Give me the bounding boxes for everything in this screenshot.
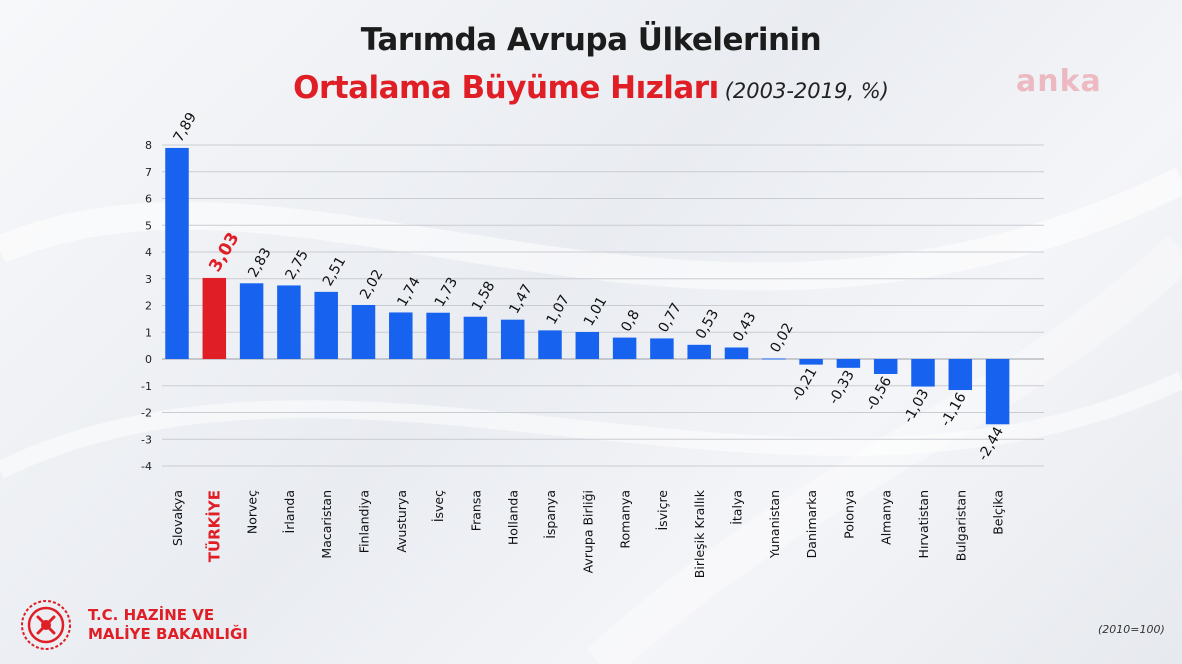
ministry-name: T.C. HAZİNE VE MALİYE BAKANLIĞI <box>88 606 248 644</box>
x-tick-label: İsveç <box>431 490 446 522</box>
x-tick-label: Avusturya <box>394 490 409 553</box>
bar <box>575 331 600 359</box>
data-label: -1,03 <box>900 387 932 426</box>
data-label: -0,56 <box>863 374 895 413</box>
y-tick-label: 7 <box>145 166 152 179</box>
y-tick-label: 8 <box>145 139 152 152</box>
y-tick-label: 0 <box>145 353 152 366</box>
y-axis-ticks: 8 7 6 5 4 3 2 1 0 -1 -2 -3 -4 <box>141 139 152 473</box>
bar <box>799 359 823 365</box>
x-tick-label: Norveç <box>245 490 260 534</box>
chart-title-line2: Ortalama Büyüme Hızları (2003-2019, %) <box>0 70 1182 106</box>
data-label: 1,58 <box>469 279 498 314</box>
bar <box>948 359 973 391</box>
x-tick-label: Avrupa Birliği <box>580 490 595 573</box>
data-label: 0,53 <box>693 307 722 342</box>
x-tick-label: İtalya <box>730 490 745 525</box>
x-tick-label: Hollanda <box>506 490 521 545</box>
x-tick-label: Belçika <box>991 490 1006 535</box>
y-tick-label: 6 <box>145 193 152 206</box>
data-label: 2,75 <box>283 247 312 282</box>
data-label: 2,83 <box>245 245 274 280</box>
ministry-seal-icon <box>21 600 71 650</box>
y-tick-label: -1 <box>141 380 152 393</box>
x-tick-label: İrlanda <box>282 490 297 533</box>
x-tick-label: İsviçre <box>655 490 670 531</box>
bar <box>463 316 488 359</box>
x-tick-label: İspanya <box>543 490 558 539</box>
watermark-logo: anka <box>1016 64 1102 99</box>
chart-title: Tarımda Avrupa Ülkelerinin <box>360 22 822 58</box>
y-tick-label: 4 <box>145 246 152 259</box>
x-tick-label: Slovakya <box>170 490 185 546</box>
chart-subtitle: (2003-2019, %) <box>724 79 889 103</box>
data-label: 7,89 <box>171 110 200 145</box>
data-label: 1,07 <box>544 292 573 327</box>
ministry-name-line1: T.C. HAZİNE VE <box>88 606 215 624</box>
chart-grid <box>162 144 1044 467</box>
data-label: 0,02 <box>767 320 796 355</box>
x-tick-label: Danimarka <box>804 490 819 558</box>
data-label: 2,02 <box>357 267 386 302</box>
y-tick-label: -4 <box>141 460 152 473</box>
x-tick-label: Finlandiya <box>357 490 372 553</box>
bar <box>389 312 413 359</box>
data-label: -2,44 <box>975 424 1007 463</box>
x-tick-label: Fransa <box>468 490 483 531</box>
x-tick-label: Bulgaristan <box>953 490 968 561</box>
bar <box>911 359 935 387</box>
y-tick-label: -3 <box>141 433 152 446</box>
bar <box>687 344 711 359</box>
y-tick-label: 1 <box>145 326 152 339</box>
bar <box>165 147 189 359</box>
ministry-name-line2: MALİYE BAKANLIĞI <box>88 625 248 643</box>
bar <box>650 338 674 359</box>
x-tick-label: Yunanistan <box>767 490 782 559</box>
base-year-note: (2010=100) <box>1098 623 1165 636</box>
y-tick-label: 3 <box>145 273 152 286</box>
bar <box>277 285 301 359</box>
data-label: 0,43 <box>730 310 759 345</box>
bar <box>426 312 450 359</box>
data-label: -0,21 <box>789 365 821 404</box>
bar <box>724 347 749 359</box>
bar <box>873 359 898 374</box>
bar <box>985 359 1010 425</box>
data-label: 1,47 <box>506 282 535 317</box>
data-label: 1,01 <box>581 294 610 329</box>
y-tick-label: -2 <box>141 407 152 420</box>
chart-bars <box>165 147 1010 425</box>
x-tick-label: Macaristan <box>319 490 334 559</box>
data-label: 2,51 <box>320 254 349 289</box>
x-axis-labels: Slovakya TÜRKİYE Norveç İrlanda Macaristan Fi… <box>170 489 1006 578</box>
x-tick-label: Almanya <box>879 490 894 545</box>
x-tick-label: Polonya <box>841 490 856 539</box>
data-label: 0,8 <box>618 307 643 334</box>
bar <box>612 337 637 359</box>
x-tick-label: Romanya <box>618 490 633 549</box>
bar <box>239 283 264 359</box>
bar <box>202 277 227 359</box>
bar <box>314 291 338 359</box>
data-label: 1,73 <box>432 275 461 310</box>
bar <box>351 304 376 359</box>
data-label: -0,33 <box>826 368 858 407</box>
bar <box>762 358 786 360</box>
chart-title-red: Ortalama Büyüme Hızları <box>293 70 719 106</box>
x-tick-label: Hırvatistan <box>916 490 931 558</box>
bar <box>500 319 525 359</box>
y-tick-label: 2 <box>145 300 152 313</box>
data-label: 1,74 <box>394 274 423 309</box>
data-label: -1,16 <box>938 390 970 429</box>
y-tick-label: 5 <box>145 219 152 232</box>
x-tick-label: Birleşik Krallık <box>692 489 707 578</box>
bar <box>538 330 562 359</box>
bar <box>836 359 861 368</box>
x-tick-label: TÜRKİYE <box>204 490 223 562</box>
